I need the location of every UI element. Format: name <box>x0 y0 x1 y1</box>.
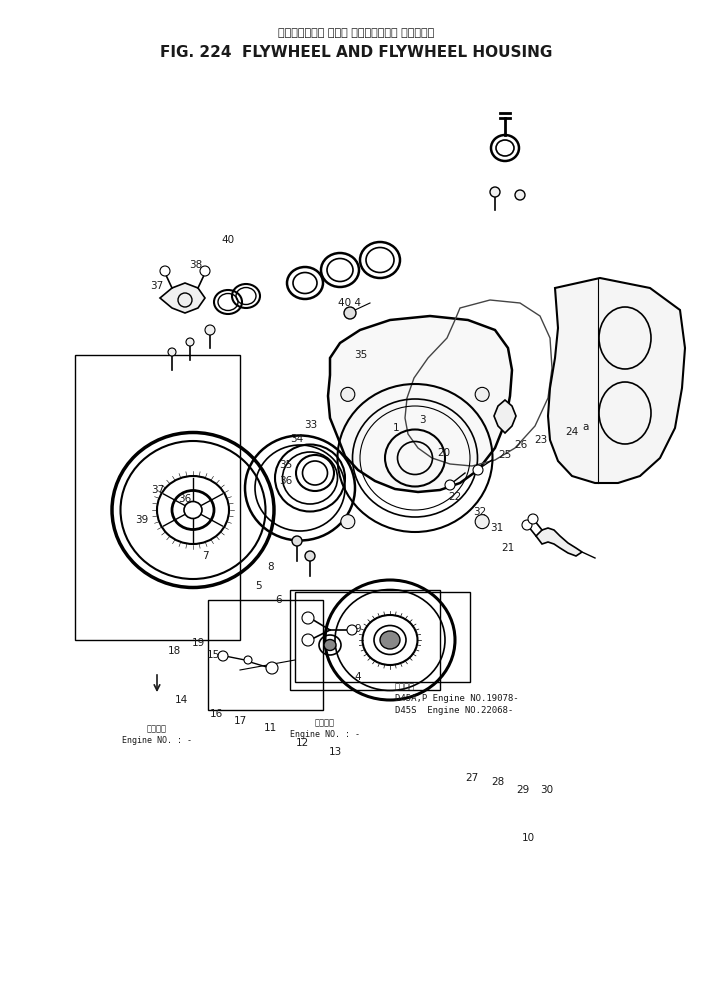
Polygon shape <box>328 316 512 492</box>
Text: 29: 29 <box>516 785 530 795</box>
Text: 24: 24 <box>565 427 579 437</box>
Circle shape <box>160 266 170 276</box>
Text: 36: 36 <box>178 494 192 504</box>
Text: 25: 25 <box>498 450 512 460</box>
Text: 3: 3 <box>419 415 426 425</box>
Text: D45S  Engine NO.22068-: D45S Engine NO.22068- <box>395 706 513 715</box>
Circle shape <box>341 515 355 529</box>
Circle shape <box>347 625 357 635</box>
Text: 8: 8 <box>267 562 275 572</box>
Text: a: a <box>583 422 589 432</box>
Text: 37: 37 <box>151 485 165 495</box>
Circle shape <box>475 387 489 401</box>
Circle shape <box>302 634 314 646</box>
Polygon shape <box>160 283 205 313</box>
Text: 16: 16 <box>210 709 222 719</box>
Text: 15: 15 <box>206 650 220 660</box>
Polygon shape <box>494 400 516 433</box>
Text: フライホイール および フライホイール ハウジング: フライホイール および フライホイール ハウジング <box>278 28 434 38</box>
Circle shape <box>515 190 525 200</box>
Text: 11: 11 <box>263 723 277 733</box>
Text: 適用番号: 適用番号 <box>395 682 415 691</box>
Bar <box>295 592 470 682</box>
Text: 36: 36 <box>279 476 292 486</box>
Circle shape <box>292 536 302 546</box>
Circle shape <box>445 480 455 490</box>
Text: 35: 35 <box>354 350 368 360</box>
Circle shape <box>168 348 176 356</box>
Text: 22: 22 <box>448 492 461 502</box>
Text: 35: 35 <box>279 460 292 470</box>
Text: 40: 40 <box>222 235 235 245</box>
Text: 13: 13 <box>329 747 342 757</box>
Bar <box>208 600 323 710</box>
Text: 37: 37 <box>150 281 163 291</box>
Bar <box>290 590 440 690</box>
Text: D45A,P Engine NO.19078-: D45A,P Engine NO.19078- <box>395 694 518 703</box>
Text: 14: 14 <box>175 695 188 705</box>
Circle shape <box>266 662 278 674</box>
Ellipse shape <box>324 639 336 650</box>
Text: 26: 26 <box>514 440 528 450</box>
Text: 28: 28 <box>491 777 505 787</box>
Circle shape <box>341 387 355 401</box>
Text: 21: 21 <box>501 543 515 553</box>
Circle shape <box>490 187 500 197</box>
Polygon shape <box>548 278 685 483</box>
Text: 7: 7 <box>202 551 208 561</box>
Text: 6: 6 <box>276 595 282 605</box>
Text: 1: 1 <box>393 423 399 433</box>
Text: Engine NO. : -: Engine NO. : - <box>290 730 360 739</box>
Circle shape <box>528 514 538 524</box>
Text: 34: 34 <box>290 434 304 444</box>
Text: 19: 19 <box>191 638 205 648</box>
Text: 4: 4 <box>354 672 361 682</box>
Text: 40 4: 40 4 <box>339 298 361 308</box>
Circle shape <box>344 307 356 319</box>
Text: 5: 5 <box>255 581 261 591</box>
Text: 適用番号: 適用番号 <box>315 718 335 727</box>
Text: 18: 18 <box>168 646 180 656</box>
Text: 39: 39 <box>135 515 148 525</box>
Circle shape <box>475 515 489 529</box>
Circle shape <box>302 612 314 624</box>
Polygon shape <box>536 528 582 556</box>
Text: 17: 17 <box>233 716 247 726</box>
Circle shape <box>200 266 210 276</box>
Circle shape <box>244 656 252 664</box>
Circle shape <box>522 520 532 530</box>
Text: 10: 10 <box>521 833 535 843</box>
Text: 33: 33 <box>304 420 317 430</box>
Circle shape <box>218 651 228 661</box>
Text: 適用番号: 適用番号 <box>147 724 167 733</box>
Text: 12: 12 <box>295 738 309 748</box>
Text: 9: 9 <box>354 624 361 634</box>
Text: FIG. 224  FLYWHEEL AND FLYWHEEL HOUSING: FIG. 224 FLYWHEEL AND FLYWHEEL HOUSING <box>160 45 552 60</box>
Text: 32: 32 <box>473 507 487 517</box>
Circle shape <box>305 551 315 561</box>
Text: 38: 38 <box>190 260 202 270</box>
Ellipse shape <box>380 631 400 649</box>
Text: 31: 31 <box>491 523 503 533</box>
Text: 30: 30 <box>540 785 553 795</box>
Circle shape <box>205 325 215 335</box>
Text: 23: 23 <box>534 435 548 445</box>
Text: 27: 27 <box>466 773 478 783</box>
Bar <box>75 355 240 640</box>
Circle shape <box>473 465 483 475</box>
Circle shape <box>186 338 194 346</box>
Text: 20: 20 <box>438 448 451 458</box>
Text: Engine NO. : -: Engine NO. : - <box>122 736 192 745</box>
